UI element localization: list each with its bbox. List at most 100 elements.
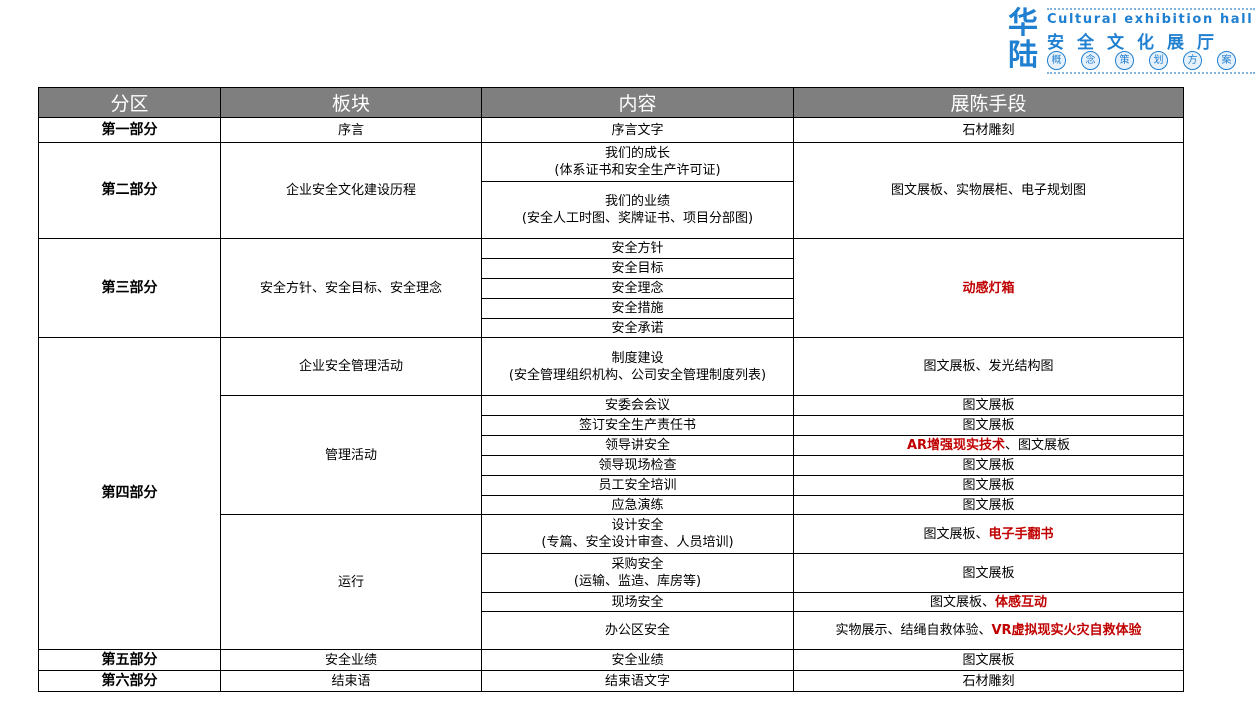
logo-circle: 划 [1149,51,1168,70]
cell-text: 安全方针、安全目标、安全理念 [259,280,442,296]
cell-text: 安全目标 [611,261,664,276]
table-cell: 安全理念 [481,278,794,299]
header-display-method: 展陈手段 [793,87,1184,118]
table-cell: 领导现场检查 [481,455,794,476]
table-row: 应急演练 图文展板 [39,495,1184,515]
table-cell: 员工安全培训 [481,475,794,496]
logo-circle: 策 [1115,51,1134,70]
table-cell: 管理活动 [220,395,482,515]
highlight-text: 体感互动 [995,594,1048,610]
cell-text: 图文展板、发光结构图 [923,359,1054,374]
table-cell: 图文展板 [793,395,1184,416]
table-cell: 图文展板 [793,455,1184,476]
divider [1047,72,1255,74]
logo-circle: 念 [1081,51,1100,70]
cell-text: 、图文展板 [1005,438,1071,453]
table-cell: 安委会会议 [481,395,794,416]
table-cell: 安全方针 [481,238,794,259]
cell-text: 第二部分 [101,182,158,198]
cell-text: 第五部分 [101,651,158,668]
table-cell: 第五部分 [38,649,221,671]
logo-circle: 概 [1047,51,1066,70]
table-cell: 采购安全 (运输、监造、库房等) [481,553,794,593]
cell-text: 管理活动 [324,447,377,463]
cell-text: 安委会会议 [604,398,670,413]
header-content: 内容 [481,87,794,118]
table-cell: AR增强现实技术、图文展板 [793,435,1184,456]
cell-text: 办公区安全 [604,623,670,638]
cell-text: 签订安全生产责任书 [578,418,696,433]
cell-text: 安全业绩 [324,652,377,668]
table-cell: 安全业绩 [220,649,482,671]
table-cell: 现场安全 [481,592,794,612]
cell-text: 序言文字 [611,122,664,138]
table-cell: 第六部分 [38,670,221,692]
table-cell: 图文展板 [793,475,1184,496]
table-cell: 安全承诺 [481,318,794,338]
cell-text: 安全承诺 [611,320,664,336]
cell-text: (运输、监造、库房等) [573,574,702,589]
table-row: 安全承诺 [39,318,1184,338]
cell-text: 第一部分 [101,121,158,138]
table-cell: 安全措施 [481,298,794,319]
table-cell: 领导讲安全 [481,435,794,456]
cell-text: 石材雕刻 [962,673,1015,689]
table-row: 我们的业绩 (安全人工时图、奖牌证书、项目分部图) [39,181,1184,239]
table-row: 签订安全生产责任书 图文展板 [39,415,1184,436]
table-row: 第一部分 序言 序言文字 石材雕刻 [38,117,1184,143]
table-cell: 签订安全生产责任书 [481,415,794,436]
logo-circle: 方 [1183,51,1202,70]
cell-text: (安全管理组织机构、公司安全管理制度列表) [508,367,767,383]
table-cell: 结束语 [220,670,482,692]
cell-text: 员工安全培训 [598,478,677,493]
cell-text: 应急演练 [611,497,664,513]
table-cell: 第二部分 [38,142,221,239]
table-row: 领导讲安全 AR增强现实技术、图文展板 [39,435,1184,456]
table-cell: 第三部分 [38,238,221,338]
table-row: 第五部分 安全业绩 安全业绩 图文展板 [38,649,1184,671]
table-cell: 安全业绩 [481,649,794,671]
table-cell: 序言文字 [481,117,794,143]
cell-text: (安全人工时图、奖牌证书、项目分部图) [521,211,754,226]
table-row: 办公区安全 实物展示、结绳自救体验、VR虚拟现实火灾自救体验 [39,611,1184,650]
cell-text: 安全业绩 [611,652,664,668]
table-cell: 企业安全管理活动 [220,337,482,396]
highlight-text: 动感灯箱 [962,280,1015,296]
table-cell: 图文展板、电子手翻书 [793,514,1184,554]
cell-text: 图文展板、 [923,526,989,542]
table-cell: 安全方针、安全目标、安全理念 [220,238,482,338]
cell-text: 石材雕刻 [962,122,1015,138]
table-row: 安全措施 [39,298,1184,319]
logo-chinese: 安全文化展厅 [1047,33,1227,53]
table-row: 领导现场检查 图文展板 [39,455,1184,476]
cell-text: 结束语 [331,673,371,689]
cell-text: 结束语文字 [604,673,670,689]
table-cell: 办公区安全 [481,611,794,650]
cell-text: 第四部分 [101,485,158,501]
highlight-text: VR虚拟现实火灾自救体验 [991,623,1142,638]
table-row: 第六部分 结束语 结束语文字 石材雕刻 [38,670,1184,692]
cell-text: 第三部分 [101,279,158,296]
table-cell: 安全目标 [481,258,794,279]
cell-text: 实物展示、结绳自救体验、 [835,623,992,638]
cell-text: 采购安全 [611,557,664,572]
cell-text: 企业安全文化建设历程 [285,183,416,198]
cell-text: 安全理念 [611,281,664,296]
highlight-text: AR增强现实技术 [906,438,1006,453]
table-cell: 序言 [220,117,482,143]
cell-text: (体系证书和安全生产许可证) [554,163,721,178]
cell-text: 企业安全管理活动 [298,359,403,374]
cell-text: 序言 [337,122,364,138]
table-cell: 图文展板、实物展柜、电子规划图 [793,142,1184,239]
table-cell: 运行 [220,514,482,650]
cell-text: 图文展板 [962,458,1015,473]
table-cell: 石材雕刻 [793,117,1184,143]
logo-english: Cultural exhibition hall [1047,12,1254,27]
table-cell: 制度建设 (安全管理组织机构、公司安全管理制度列表) [481,337,794,396]
table-cell: 动感灯箱 [793,238,1184,338]
table-cell: 图文展板 [793,553,1184,593]
table-cell: 图文展板、体感互动 [793,592,1184,612]
header-zone: 分区 [38,87,221,118]
table-cell: 结束语文字 [481,670,794,692]
cell-text: 图文展板、 [929,594,995,610]
